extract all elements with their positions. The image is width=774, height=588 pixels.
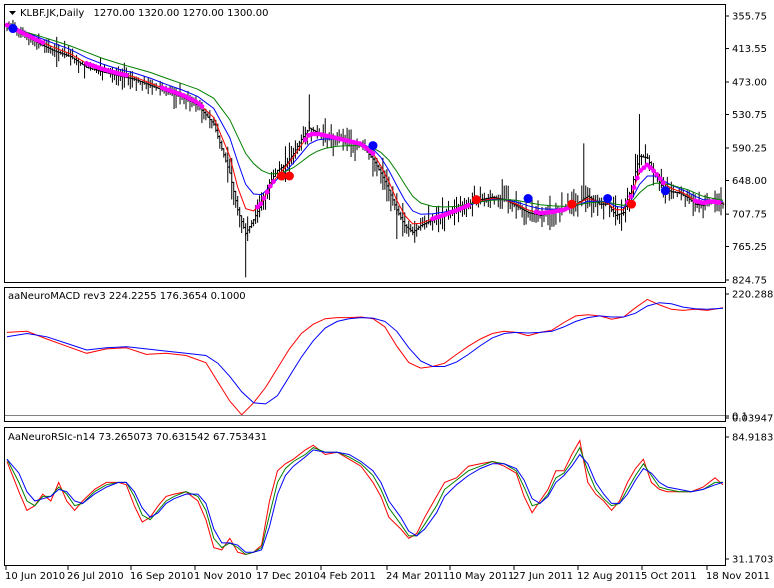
signal-dot — [368, 141, 378, 151]
signal-dot — [471, 195, 481, 205]
trend-dot — [302, 137, 308, 143]
macd-lines — [6, 298, 724, 416]
trend-dot — [641, 165, 647, 171]
y-tick-label: 590.25 — [732, 144, 767, 155]
trend-dot — [367, 148, 373, 154]
ohlc-readout: 1270.00 1320.00 1270.00 1300.00 — [94, 8, 269, 19]
x-tick-label: 18 Nov 2011 — [706, 571, 770, 582]
signal-dot — [523, 194, 533, 204]
x-tick-label: 1 Nov 2010 — [194, 571, 252, 582]
trend-dot — [638, 168, 643, 173]
y-tick-label: 0.1 — [732, 412, 748, 423]
trend-dot — [267, 183, 273, 189]
y-tick-label: 220.2887 — [732, 290, 774, 301]
signal-dot — [603, 194, 613, 204]
signal-dot — [567, 199, 577, 209]
trend-dot — [628, 194, 634, 199]
signal-dot — [284, 171, 294, 181]
moving-average-mid-line — [6, 24, 724, 215]
macd-panel-frame — [4, 287, 726, 422]
price-panel-title: KLBF.JK,Daily 1270.00 1320.00 1270.00 13… — [20, 8, 268, 19]
trend-dot — [258, 201, 264, 207]
trend-dot — [40, 40, 46, 45]
macd-signal-line — [6, 302, 724, 405]
trend-dot — [261, 195, 267, 201]
x-tick-label: 17 Dec 2010 — [256, 571, 320, 582]
y-tick-label: 648.00 — [732, 176, 767, 187]
signal-dot — [8, 24, 18, 34]
price-y-axis: 824.75 765.25 707.75 648.00 590.25 530.75 473.… — [725, 12, 767, 287]
y-tick-label: 413.55 — [732, 44, 767, 55]
rsi-blue-line — [6, 449, 724, 553]
trend-dot — [123, 72, 129, 78]
y-tick-label: 31.17039 — [732, 555, 774, 566]
trend-dot — [647, 165, 653, 171]
y-tick-label: 707.75 — [732, 210, 767, 221]
trend-dot — [370, 151, 376, 156]
trend-dot — [360, 143, 366, 149]
signal-dot — [627, 199, 637, 209]
trend-dot — [364, 145, 369, 151]
y-tick-label: 355.75 — [732, 12, 767, 23]
rsi-red-line — [6, 439, 724, 556]
macd-macd-line — [6, 298, 724, 416]
symbol-label: KLBF.JK,Daily — [20, 8, 84, 19]
symbol-dropdown-icon[interactable] — [9, 11, 16, 15]
macd-panel-title: aaNeuroMACD rev3 224.2255 176.3654 0.100… — [8, 291, 246, 302]
trend-dot — [660, 180, 666, 186]
trend-dot — [466, 202, 471, 208]
x-axis: 10 Jun 2010 26 Jul 2010 16 Sep 2010 1 Nov 2… — [5, 566, 770, 582]
trend-dot — [716, 200, 722, 205]
signal-dot — [276, 171, 286, 181]
trend-dot — [199, 104, 205, 109]
x-tick-label: 4 Feb 2011 — [320, 571, 376, 582]
x-tick-label: 5 Oct 2011 — [641, 571, 696, 582]
rsi-panel-title: AaNeuroRSIc-n14 73.265073 70.631542 67.7… — [8, 432, 267, 443]
rsi-lines — [6, 439, 724, 556]
trend-dot — [657, 176, 663, 182]
y-tick-label: 530.75 — [732, 110, 767, 121]
x-tick-label: 10 Jun 2010 — [5, 571, 65, 582]
y-tick-label: 0.03947 — [732, 414, 773, 425]
trend-dot — [264, 189, 270, 195]
x-tick-label: 27 Jun 2011 — [513, 571, 573, 582]
x-tick-label: 12 Aug 2011 — [577, 571, 641, 582]
y-tick-label: 473.00 — [732, 78, 767, 89]
x-tick-label: 26 Jul 2010 — [67, 571, 124, 582]
trend-dot — [196, 101, 202, 107]
trend-dot — [631, 185, 637, 191]
price-signal-dots — [5, 22, 722, 222]
x-tick-label: 24 Mar 2011 — [386, 571, 449, 582]
x-tick-label: 10 May 2011 — [449, 571, 514, 582]
trend-dot — [634, 175, 640, 181]
x-tick-label: 16 Sep 2010 — [130, 571, 193, 582]
signal-dot — [660, 186, 670, 196]
trend-dot — [651, 168, 656, 174]
trend-dot — [255, 204, 260, 210]
y-tick-label: 765.25 — [732, 242, 767, 253]
trend-dot — [644, 162, 650, 168]
trend-dot — [654, 172, 660, 177]
y-tick-label: 824.75 — [732, 276, 767, 287]
trend-dot — [271, 179, 276, 185]
rsi-panel-frame — [4, 427, 726, 566]
